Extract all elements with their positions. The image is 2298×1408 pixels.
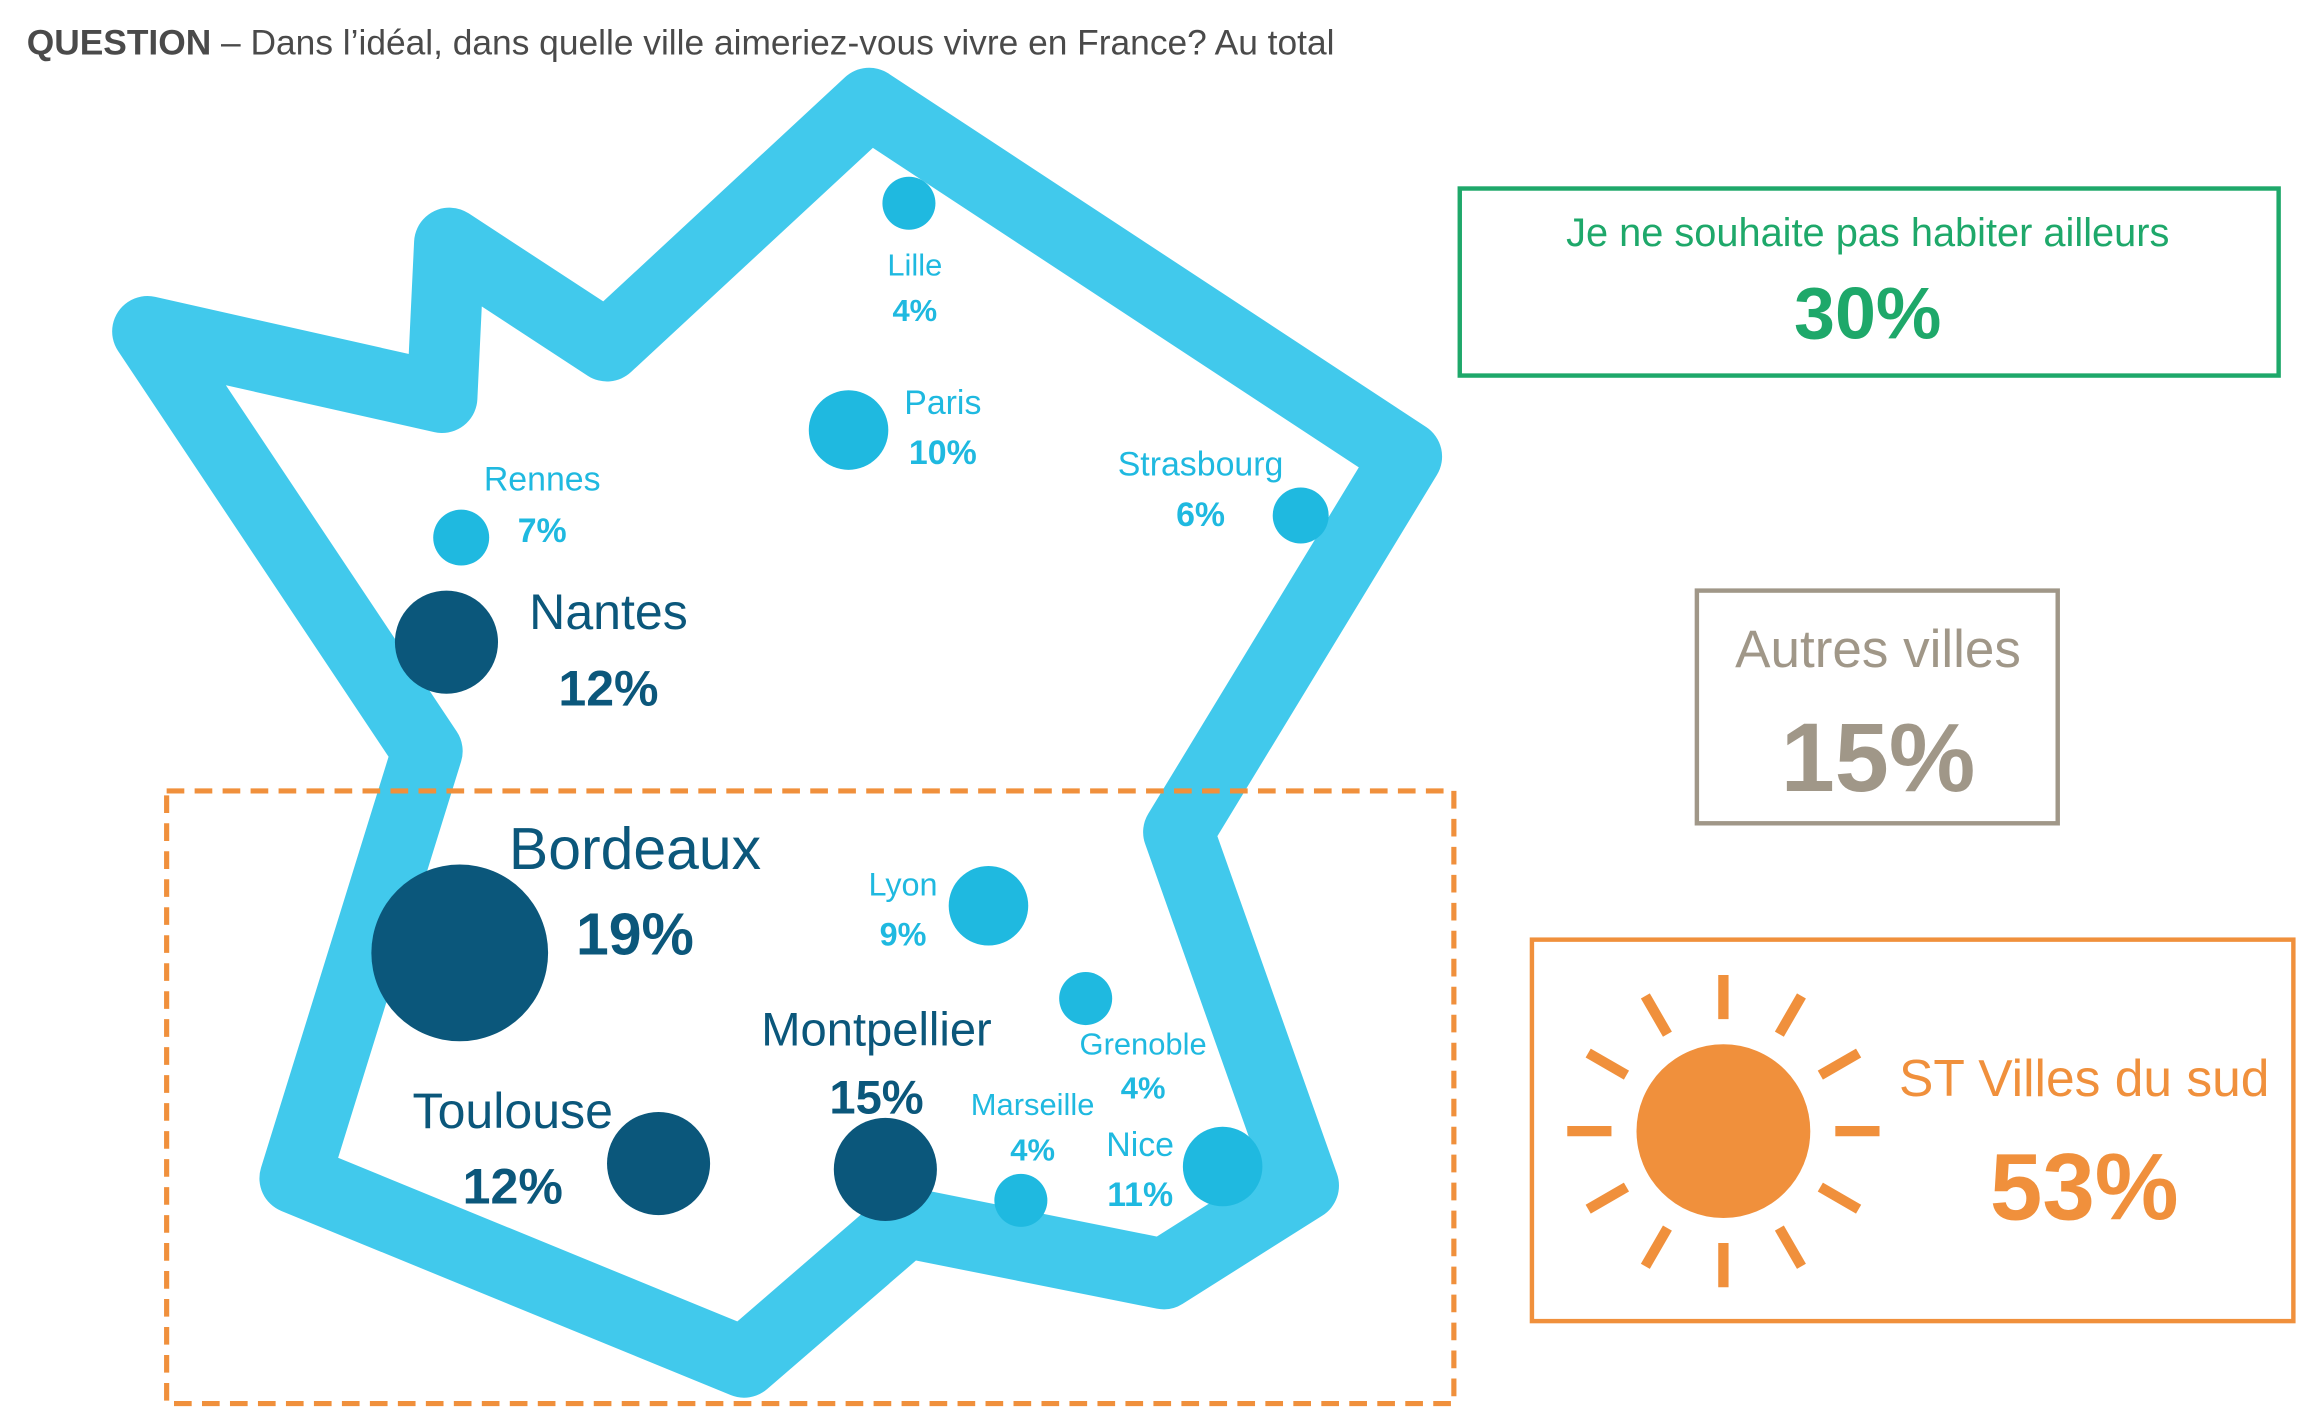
city-paris: Paris 10% (808, 384, 981, 472)
city-marseille: Marseille 4% (971, 1087, 1095, 1227)
city-montpellier: Montpellier 15% (761, 1003, 992, 1221)
city-bubble (948, 866, 1029, 946)
city-bubble (371, 864, 549, 1042)
city-name: Grenoble (1080, 1027, 1207, 1062)
city-value: 6% (1176, 496, 1225, 534)
others-label: Autres villes (1735, 620, 2021, 679)
city-value: 19% (576, 902, 694, 967)
city-rennes: Rennes 7% (433, 460, 601, 566)
city-grenoble: Grenoble 4% (1059, 972, 1207, 1106)
city-name: Strasbourg (1118, 446, 1284, 484)
others-box: Autres villes 15% (1694, 588, 2060, 826)
city-value: 12% (463, 1158, 563, 1214)
sun-icon (1567, 974, 1880, 1288)
sun-ray (1774, 1225, 1806, 1269)
south-region-dashed-frame (164, 788, 1457, 1407)
stay-box: Je ne souhaite pas habiter ailleurs 30% (1457, 186, 2281, 378)
city-nantes: Nantes 12% (394, 584, 688, 716)
city-strasbourg: Strasbourg 6% (1118, 446, 1329, 544)
south-value: 53% (1990, 1134, 2179, 1239)
city-lille: Lille 4% (882, 176, 942, 328)
city-bubble (394, 590, 499, 694)
sun-ray (1774, 993, 1806, 1037)
city-name: Marseille (971, 1087, 1095, 1122)
city-name: Nice (1106, 1126, 1174, 1164)
south-box: ST Villes du sud 53% (1529, 937, 2296, 1324)
south-label: ST Villes du sud (1899, 1049, 2269, 1107)
city-bubble (808, 390, 889, 470)
city-lyon: Lyon 9% (869, 866, 1029, 953)
france-outline (112, 67, 1443, 1398)
city-bubble (607, 1111, 711, 1216)
city-value: 11% (1107, 1176, 1173, 1214)
sun-ray (1640, 1225, 1672, 1269)
city-bubble (833, 1117, 937, 1221)
city-name: Paris (904, 384, 981, 422)
city-bordeaux: Bordeaux 19% (371, 817, 761, 1042)
city-name: Toulouse (413, 1083, 613, 1139)
question-title: QUESTION – Dans l’idéal, dans quelle vil… (27, 23, 1335, 62)
stay-value: 30% (1794, 272, 1941, 355)
sun-ray (1817, 1182, 1862, 1214)
city-name: Lille (887, 247, 942, 282)
city-name: Nantes (529, 584, 688, 640)
city-bubble (882, 176, 936, 230)
others-value: 15% (1781, 703, 1976, 812)
sun-ray (1640, 993, 1672, 1037)
city-value: 10% (909, 434, 977, 472)
city-toulouse: Toulouse 12% (413, 1083, 711, 1216)
city-value: 9% (880, 917, 927, 953)
city-value: 7% (518, 512, 567, 550)
city-name: Lyon (869, 866, 938, 902)
city-value: 4% (892, 293, 937, 328)
city-bubble (1182, 1126, 1263, 1207)
city-value: 12% (558, 660, 658, 716)
city-bubble (1272, 487, 1329, 544)
city-name: Montpellier (761, 1003, 991, 1056)
city-nice: Nice 11% (1106, 1126, 1263, 1214)
city-bubble (1059, 972, 1113, 1026)
city-bubble (433, 509, 490, 566)
city-name: Rennes (484, 460, 601, 498)
stay-label: Je ne souhaite pas habiter ailleurs (1566, 211, 2169, 255)
city-bubble (994, 1173, 1048, 1227)
sun-ray (1585, 1048, 1630, 1080)
sun-ray (1817, 1048, 1862, 1080)
city-value: 4% (1010, 1133, 1055, 1168)
city-name: Bordeaux (509, 817, 761, 882)
city-value: 15% (829, 1070, 923, 1123)
sun-ray (1585, 1182, 1630, 1214)
city-value: 4% (1121, 1071, 1166, 1106)
